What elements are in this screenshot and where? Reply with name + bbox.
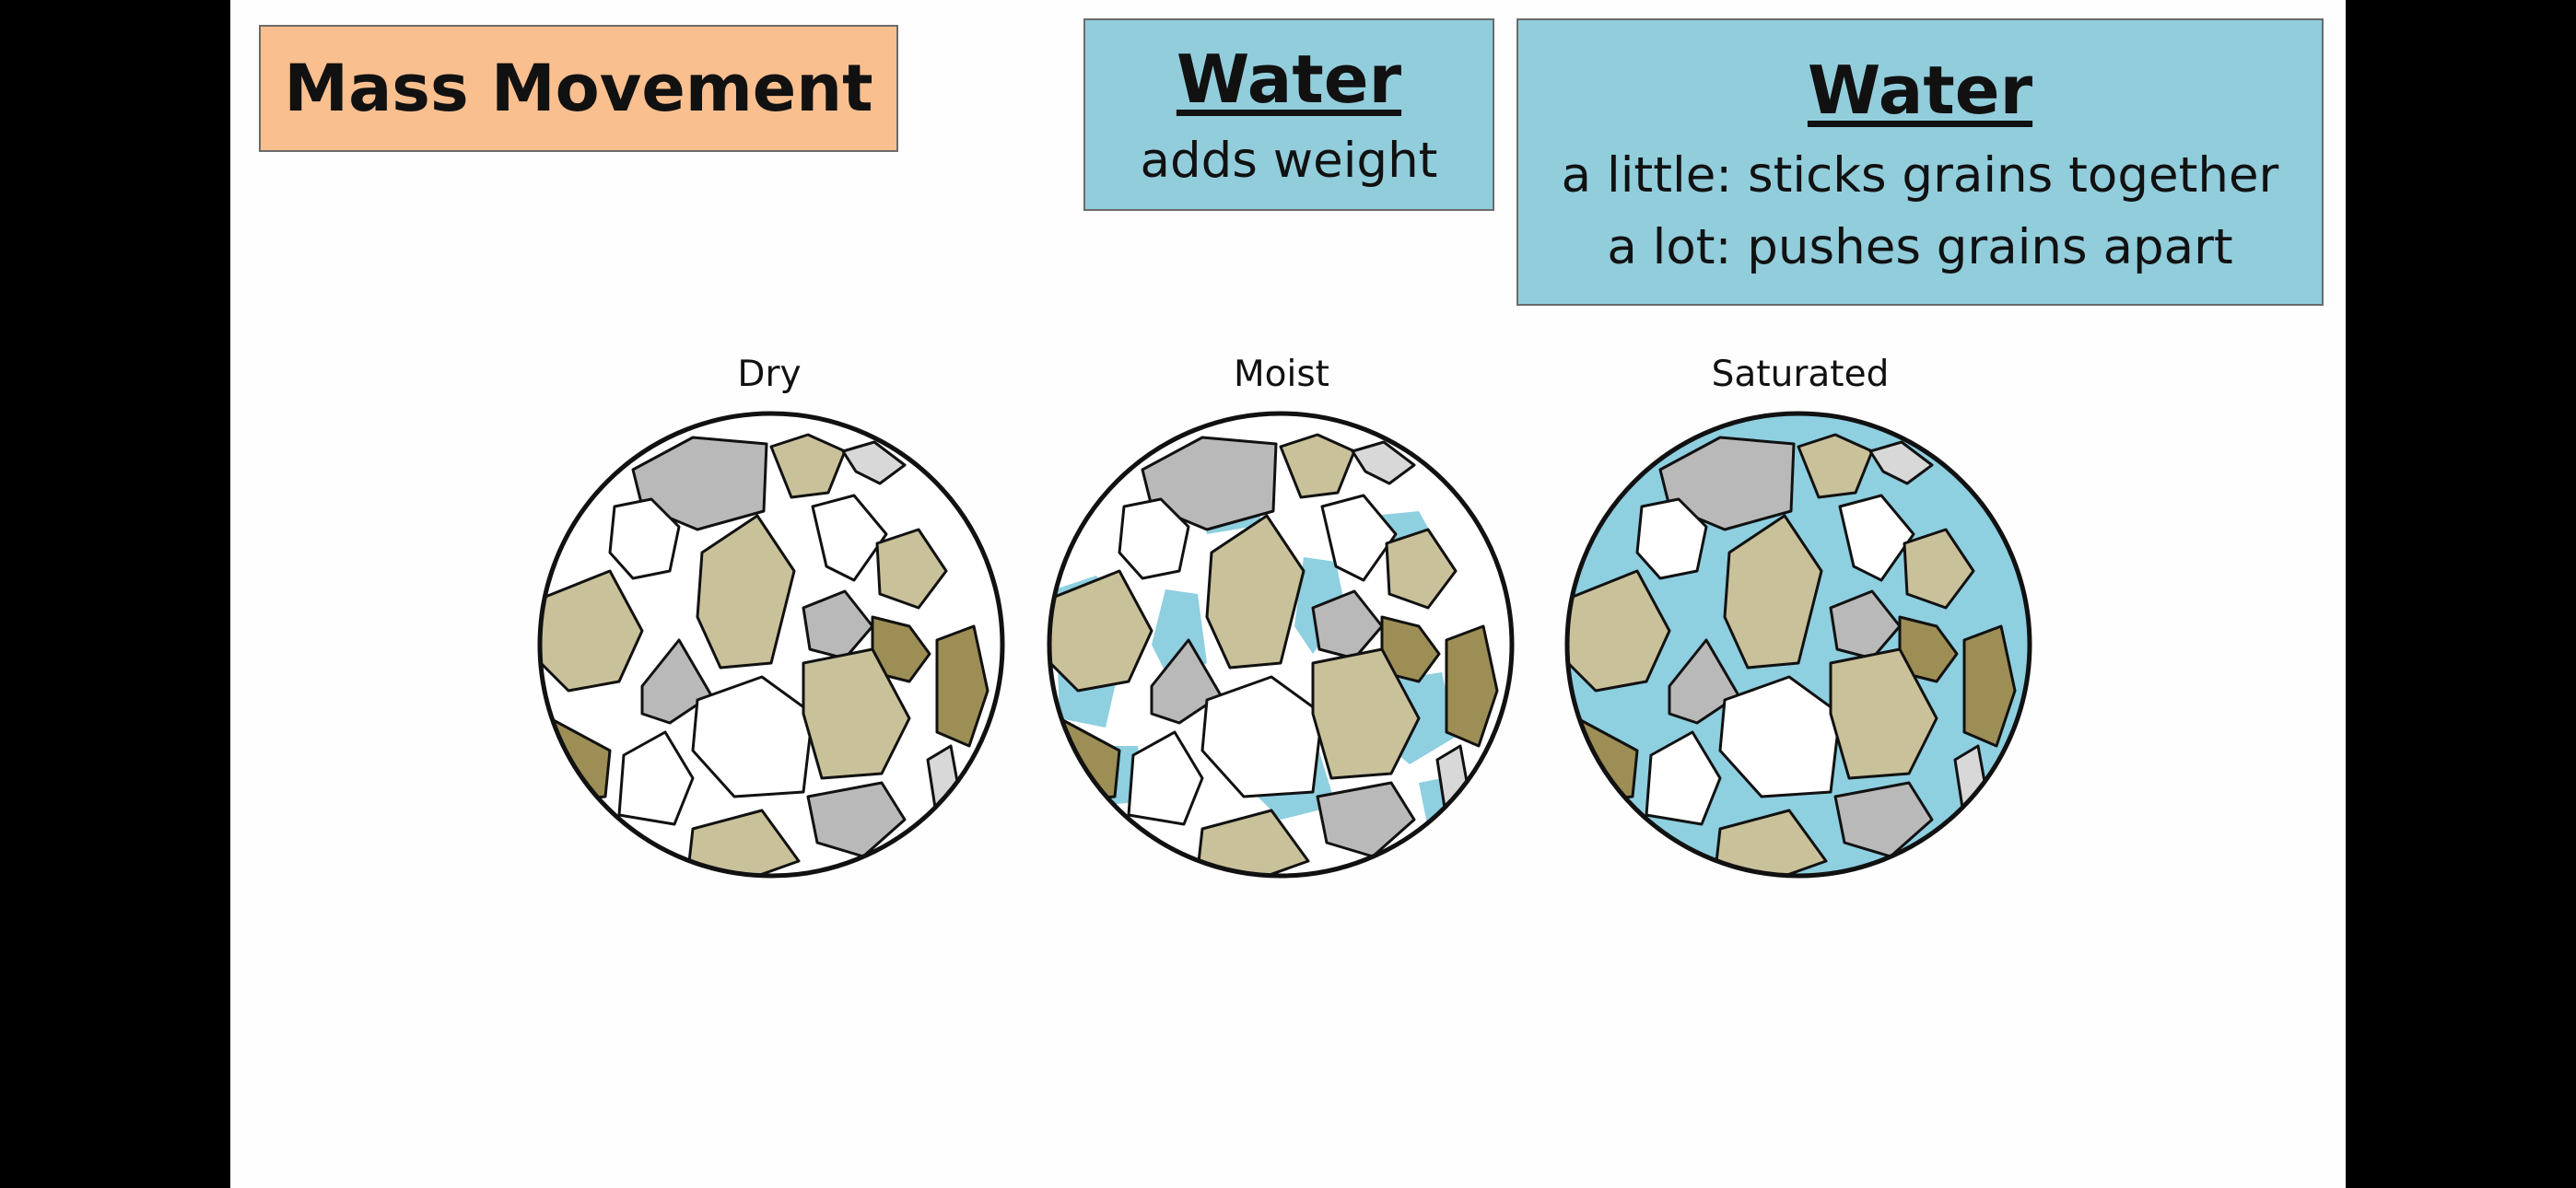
grain	[1833, 781, 1934, 858]
grain	[1723, 514, 1823, 670]
grain	[608, 497, 681, 580]
water-cohesion-box: Water a little: sticks grains together a…	[1516, 18, 2324, 306]
grain	[1127, 730, 1204, 826]
water-cohesion-line-1: a little: sticks grains together	[1561, 147, 2279, 204]
water-weight-heading: Water	[1176, 41, 1402, 118]
slide: Mass Movement Water adds weight Water a …	[230, 0, 2346, 1188]
grain	[806, 781, 907, 858]
grain	[1385, 528, 1458, 610]
grain	[1279, 433, 1356, 499]
grain	[1668, 638, 1740, 725]
label-moist: Moist	[1234, 354, 1329, 395]
grain	[1829, 589, 1902, 660]
grain	[640, 638, 713, 725]
water-weight-box: Water adds weight	[1083, 18, 1494, 211]
grain	[1903, 528, 1975, 610]
soil-diagrams	[537, 411, 2032, 879]
soil-circle-saturated	[1564, 411, 2032, 879]
grain	[1150, 638, 1223, 725]
grain	[1838, 494, 1915, 582]
grain	[1118, 497, 1190, 580]
grain	[841, 440, 907, 485]
grain	[1200, 675, 1324, 798]
grain	[811, 494, 888, 582]
circle-outline	[537, 411, 1005, 879]
grain	[1311, 647, 1421, 780]
grain	[696, 514, 796, 670]
grain	[1205, 514, 1306, 670]
water-cohesion-line-2: a lot: pushes grains apart	[1607, 219, 2233, 275]
grain	[1797, 433, 1874, 499]
grain	[1320, 494, 1398, 582]
water-cohesion-heading: Water	[1807, 52, 2033, 129]
soil-circle-dry	[537, 411, 1005, 879]
water-weight-text: adds weight	[1140, 133, 1438, 189]
grain	[1829, 647, 1938, 780]
grain	[1316, 781, 1416, 858]
grain	[1311, 589, 1384, 660]
grain	[1635, 497, 1708, 580]
grain	[769, 433, 847, 499]
grain	[1351, 440, 1416, 485]
title-box: Mass Movement	[259, 25, 898, 152]
grain	[691, 675, 814, 798]
grain	[935, 624, 989, 748]
grain	[1718, 675, 1842, 798]
label-saturated: Saturated	[1711, 354, 1890, 395]
soil-circle-moist	[1047, 411, 1515, 879]
grain	[617, 730, 695, 826]
grain	[1962, 624, 2017, 748]
grain	[875, 528, 948, 610]
circle-outline	[1047, 411, 1515, 879]
grain	[1445, 624, 1499, 748]
circle-outline	[1564, 411, 2032, 879]
label-dry: Dry	[737, 354, 802, 395]
grain	[1645, 730, 1722, 826]
slide-title: Mass Movement	[284, 51, 873, 126]
grain	[802, 589, 874, 660]
grain	[1868, 440, 1934, 485]
grain	[802, 647, 911, 780]
